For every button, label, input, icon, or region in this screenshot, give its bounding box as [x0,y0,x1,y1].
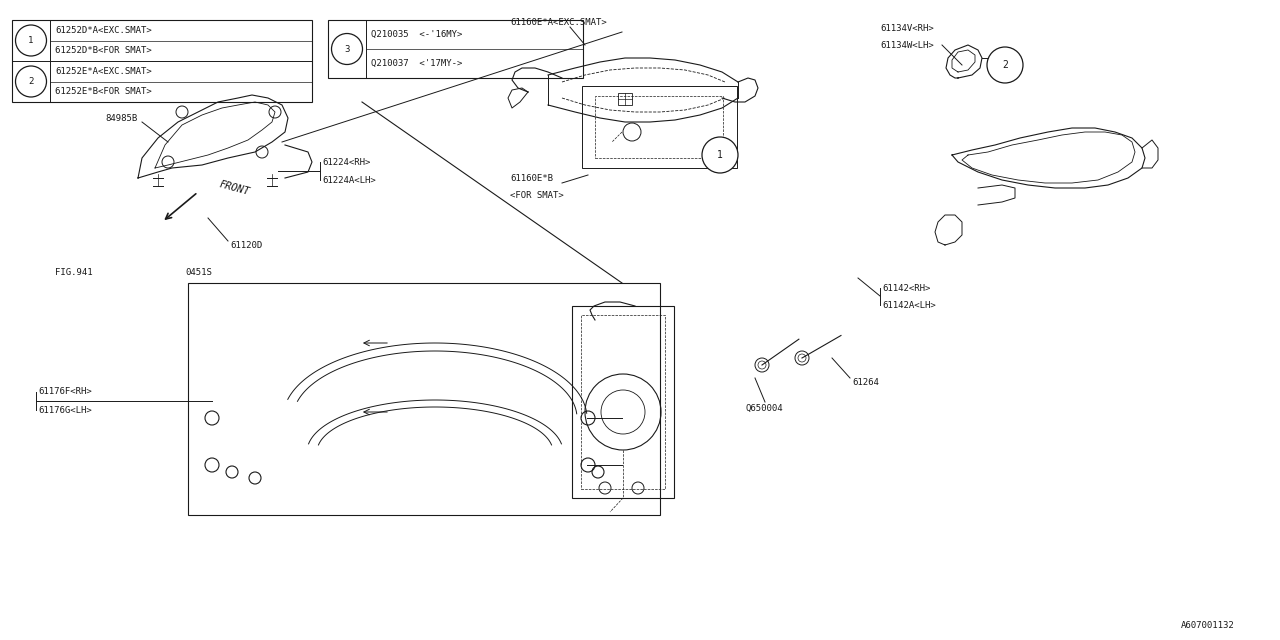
Text: 61252D*B<FOR SMAT>: 61252D*B<FOR SMAT> [55,46,152,55]
Text: A607001132: A607001132 [1181,621,1235,630]
Text: 2: 2 [1002,60,1007,70]
Bar [188,283,660,515]
Text: 61142A<LH>: 61142A<LH> [882,301,936,310]
Text: 84985B: 84985B [105,113,137,122]
Text: 1: 1 [717,150,723,160]
Text: 61264: 61264 [852,378,879,387]
Text: 61160E*A<EXC.SMAT>: 61160E*A<EXC.SMAT> [509,17,607,26]
Text: 61224<RH>: 61224<RH> [323,157,370,166]
Text: 61134V<RH>: 61134V<RH> [881,24,933,33]
Circle shape [15,25,46,56]
Circle shape [332,33,362,65]
Text: Q210037  <'17MY->: Q210037 <'17MY-> [371,59,462,68]
Text: 61252E*B<FOR SMAT>: 61252E*B<FOR SMAT> [55,87,152,96]
Text: FRONT: FRONT [218,179,251,197]
Text: 61120D: 61120D [230,241,262,250]
Circle shape [701,137,739,173]
Bar [328,20,582,78]
Text: 61160E*B: 61160E*B [509,173,553,182]
Text: 61252D*A<EXC.SMAT>: 61252D*A<EXC.SMAT> [55,26,152,35]
Text: Q210035  <-'16MY>: Q210035 <-'16MY> [371,30,462,39]
Bar [581,315,666,489]
Text: 61142<RH>: 61142<RH> [882,284,931,292]
Bar [572,306,675,498]
Text: 61224A<LH>: 61224A<LH> [323,175,376,184]
Text: FIG.941: FIG.941 [55,268,92,276]
Text: 61176G<LH>: 61176G<LH> [38,406,92,415]
Text: Q650004: Q650004 [745,403,782,413]
Text: <FOR SMAT>: <FOR SMAT> [509,191,563,200]
Circle shape [987,47,1023,83]
Text: 61176F<RH>: 61176F<RH> [38,387,92,397]
Bar [618,93,632,105]
Text: 3: 3 [344,45,349,54]
Text: 0451S: 0451S [186,268,212,276]
Bar [595,96,723,158]
Text: 61134W<LH>: 61134W<LH> [881,40,933,49]
Circle shape [15,66,46,97]
Text: 61252E*A<EXC.SMAT>: 61252E*A<EXC.SMAT> [55,67,152,76]
Text: 2: 2 [28,77,33,86]
Text: 1: 1 [28,36,33,45]
Bar [12,20,312,102]
Bar [582,86,737,168]
